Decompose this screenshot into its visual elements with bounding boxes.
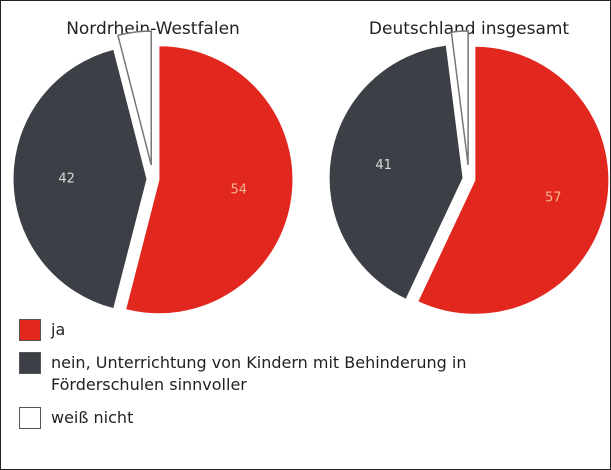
pie-title: Nordrhein-Westfalen [66,19,240,39]
legend: ja nein, Unterrichtung von Kindern mit Be… [19,319,539,440]
legend-swatch [19,407,41,429]
legend-item: weiß nicht [19,407,539,429]
data-label: 42 [58,172,75,187]
data-label: 57 [545,190,562,205]
legend-label: weiß nicht [51,408,134,427]
legend-item: ja [19,319,539,341]
data-label: 41 [375,158,392,173]
legend-swatch [19,352,41,374]
pie-slice [117,30,152,166]
pie-slice [328,44,464,300]
pie-slice [125,45,294,315]
pie-slice [417,45,610,315]
legend-label: ja [51,320,66,339]
data-label: 54 [230,182,247,197]
legend-swatch [19,319,41,341]
legend-label: nein, Unterrichtung von Kindern mit Behi… [51,353,467,394]
pie-slice [12,48,148,310]
pie-slice [450,30,469,166]
legend-item: nein, Unterrichtung von Kindern mit Behi… [19,352,539,396]
pie-title: Deutschland insgesamt [369,19,570,39]
